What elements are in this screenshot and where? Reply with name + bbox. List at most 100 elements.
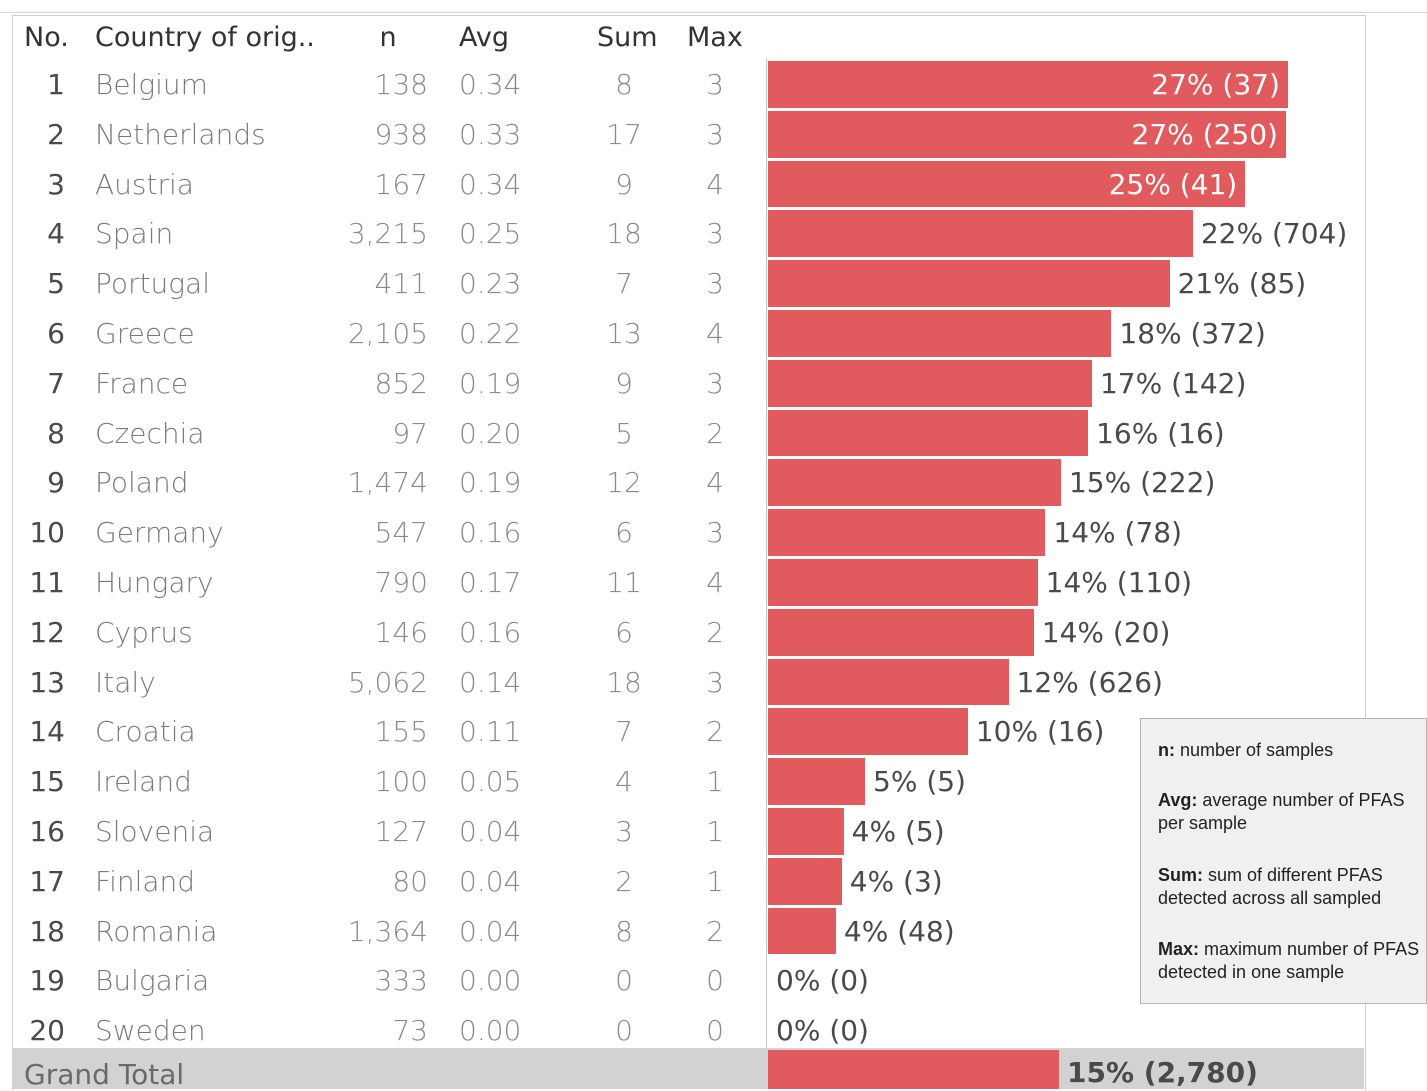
row-country: Czechia — [95, 416, 205, 450]
bar-label: 25% (41) — [1108, 167, 1238, 201]
grand-total-label: Grand Total — [24, 1058, 185, 1091]
row-avg: 0.00 — [459, 1014, 522, 1048]
row-avg: 0.04 — [459, 864, 522, 898]
row-max: 3 — [706, 68, 724, 101]
bar-ireland[interactable] — [768, 758, 865, 805]
row-sum: 0 — [615, 964, 633, 998]
bar-portugal[interactable] — [768, 260, 1170, 307]
row-avg: 0.25 — [459, 217, 522, 251]
row-number: 12 — [29, 615, 65, 649]
row-sum: 4 — [615, 765, 633, 799]
grand-total-bar[interactable] — [768, 1050, 1059, 1089]
header-country[interactable]: Country of orig.. — [95, 22, 315, 53]
row-country: Cyprus — [95, 615, 193, 649]
row-n: 3,215 — [347, 217, 428, 251]
legend-avg: Avg: average number of PFAS per sample — [1158, 789, 1424, 835]
bar-netherlands[interactable] — [768, 110, 1286, 158]
row-number: 13 — [29, 665, 65, 699]
grand-total-value: 15% (2,780) — [1067, 1056, 1258, 1089]
bar-label: 18% (372) — [1119, 317, 1266, 350]
row-number: 9 — [47, 466, 65, 500]
bar-label: 4% (3) — [849, 864, 943, 898]
header-no[interactable]: No. — [24, 22, 69, 53]
row-number: 16 — [29, 815, 65, 848]
row-country: Bulgaria — [95, 964, 210, 998]
bar-cyprus[interactable] — [768, 608, 1034, 656]
legend-n-text: number of samples — [1180, 740, 1334, 760]
bar-slovenia[interactable] — [768, 808, 844, 855]
bar-austria[interactable] — [768, 160, 1246, 208]
row-max: 1 — [706, 815, 724, 848]
bar-label: 5% (5) — [873, 765, 966, 799]
bar-romania[interactable] — [768, 907, 836, 955]
bar-label: 4% (5) — [851, 815, 945, 848]
row-n: 100 — [374, 765, 428, 799]
row-avg: 0.00 — [459, 964, 522, 998]
bar-label: 4% (48) — [843, 914, 955, 948]
bar-italy[interactable] — [768, 658, 1009, 706]
row-avg: 0.17 — [459, 566, 522, 599]
row-avg: 0.34 — [459, 167, 522, 201]
row-sum: 6 — [615, 516, 633, 550]
bar-czechia[interactable] — [768, 409, 1089, 457]
row-n: 547 — [374, 516, 428, 550]
row-sum: 8 — [615, 68, 633, 101]
row-n: 1,364 — [347, 914, 428, 948]
header-max[interactable]: Max — [687, 22, 743, 53]
row-country: Netherlands — [95, 117, 266, 151]
row-number: 20 — [29, 1014, 65, 1048]
bar-label: 10% (16) — [975, 715, 1105, 749]
row-max: 4 — [706, 566, 724, 599]
row-max: 4 — [706, 317, 724, 350]
bar-label: 16% (16) — [1096, 416, 1225, 450]
bar-hungary[interactable] — [768, 559, 1038, 606]
row-avg: 0.14 — [459, 665, 522, 699]
legend-box: n: number of samples Avg: average number… — [1140, 718, 1427, 1004]
row-country: Belgium — [95, 68, 208, 101]
legend-sum: Sum: sum of different PFAS detected acro… — [1158, 864, 1424, 910]
row-n: 2,105 — [347, 317, 428, 350]
bar-belgium[interactable] — [768, 61, 1288, 108]
row-n: 127 — [374, 815, 428, 848]
bar-label: 14% (78) — [1053, 516, 1183, 550]
row-n: 790 — [374, 566, 428, 599]
row-country: Austria — [95, 167, 194, 201]
row-country: Spain — [95, 217, 174, 251]
bar-germany[interactable] — [768, 509, 1046, 556]
row-sum: 17 — [606, 117, 642, 151]
row-number: 2 — [47, 117, 65, 151]
row-sum: 9 — [615, 167, 633, 201]
row-max: 1 — [706, 864, 724, 898]
legend-avg-key: Avg: — [1158, 790, 1198, 810]
bar-poland[interactable] — [768, 459, 1061, 507]
bar-france[interactable] — [768, 359, 1092, 407]
row-country: Romania — [95, 914, 218, 948]
row-number: 6 — [47, 317, 65, 350]
row-sum: 11 — [606, 566, 642, 599]
top-strip — [0, 0, 1427, 13]
row-sum: 6 — [615, 615, 633, 649]
bar-finland[interactable] — [768, 857, 842, 905]
row-n: 80 — [392, 864, 428, 898]
header-avg[interactable]: Avg — [459, 22, 510, 53]
header-n[interactable]: n — [379, 22, 397, 53]
row-number: 3 — [47, 167, 65, 201]
row-country: France — [95, 366, 189, 400]
row-country: Slovenia — [95, 815, 215, 848]
row-max: 2 — [706, 416, 724, 450]
row-number: 5 — [47, 267, 65, 301]
bar-label: 21% (85) — [1177, 267, 1307, 301]
bar-croatia[interactable] — [768, 708, 968, 756]
row-max: 2 — [706, 615, 724, 649]
row-max: 4 — [706, 466, 724, 500]
bar-label: 27% (37) — [1151, 68, 1280, 101]
row-country: Finland — [95, 864, 196, 898]
bar-spain[interactable] — [768, 210, 1193, 258]
row-avg: 0.23 — [459, 267, 522, 301]
bar-greece[interactable] — [768, 310, 1112, 357]
legend-sum-key: Sum: — [1158, 865, 1203, 885]
row-max: 3 — [706, 516, 724, 550]
row-number: 18 — [29, 914, 65, 948]
header-sum[interactable]: Sum — [597, 22, 658, 53]
row-max: 1 — [706, 765, 724, 799]
